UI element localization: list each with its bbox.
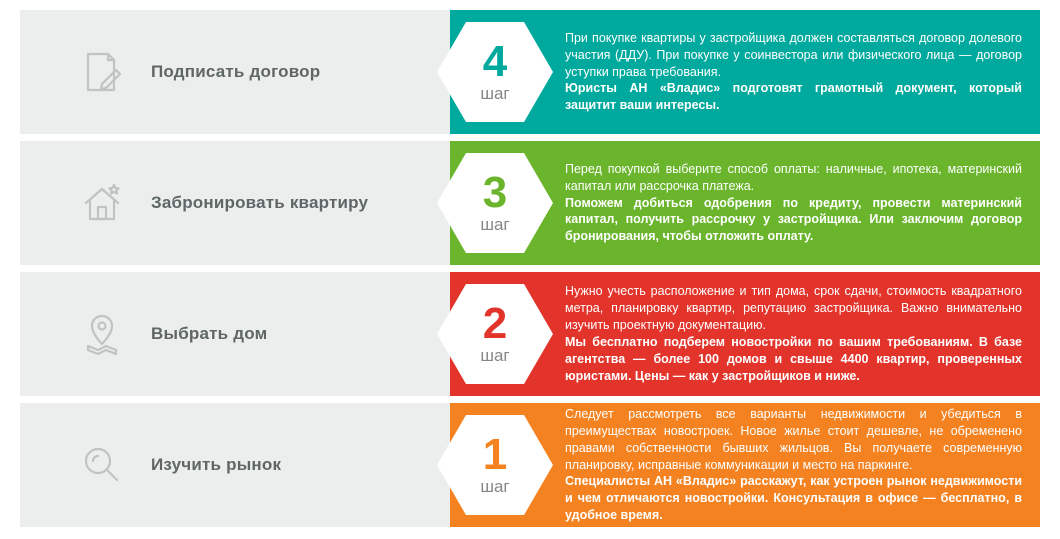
step-text-bold: Поможем добиться одобрения по кредиту, п… (565, 195, 1022, 246)
step-title: Забронировать квартиру (151, 193, 368, 213)
step-word: шаг (480, 346, 509, 366)
step-row-2: Выбрать дом 2 шаг Нужно учесть расположе… (20, 272, 1040, 396)
left-panel: Изучить рынок (20, 403, 450, 527)
step-text-bold: Специалисты АН «Владис» расскажут, как у… (565, 473, 1022, 524)
step-title: Изучить рынок (151, 455, 281, 475)
step-row-1: Изучить рынок 1 шаг Следует рассмотреть … (20, 403, 1040, 527)
step-text-bold: Мы бесплатно подберем новостройки по ваш… (565, 334, 1022, 385)
step-row-3: Забронировать квартиру 3 шаг Перед покуп… (20, 141, 1040, 265)
step-number: 4 (483, 40, 507, 84)
step-text-plain: Следует рассмотреть все варианты недвижи… (565, 406, 1022, 474)
sign-doc-icon (75, 48, 129, 96)
left-panel: Выбрать дом (20, 272, 450, 396)
step-number: 3 (483, 171, 507, 215)
hex-badge: 1 шаг (430, 407, 560, 523)
step-title: Выбрать дом (151, 324, 267, 344)
hex-badge: 4 шаг (430, 14, 560, 130)
magnifier-icon (75, 441, 129, 489)
hex-badge: 2 шаг (430, 276, 560, 392)
left-panel: Забронировать квартиру (20, 141, 450, 265)
hex-badge: 3 шаг (430, 145, 560, 261)
step-text-bold: Юристы АН «Владис» подготовят грамотный … (565, 80, 1022, 114)
step-word: шаг (480, 477, 509, 497)
step-text-plain: При покупке квартиры у застройщика долже… (565, 30, 1022, 81)
step-number: 2 (483, 302, 507, 346)
step-row-4: Подписать договор 4 шаг При покупке квар… (20, 10, 1040, 134)
step-text-plain: Перед покупкой выберите способ оплаты: н… (565, 161, 1022, 195)
step-number: 1 (483, 433, 507, 477)
left-panel: Подписать договор (20, 10, 450, 134)
step-word: шаг (480, 84, 509, 104)
step-title: Подписать договор (151, 62, 320, 82)
step-word: шаг (480, 215, 509, 235)
map-pin-icon (75, 310, 129, 358)
house-star-icon (75, 179, 129, 227)
step-text-plain: Нужно учесть расположение и тип дома, ср… (565, 283, 1022, 334)
